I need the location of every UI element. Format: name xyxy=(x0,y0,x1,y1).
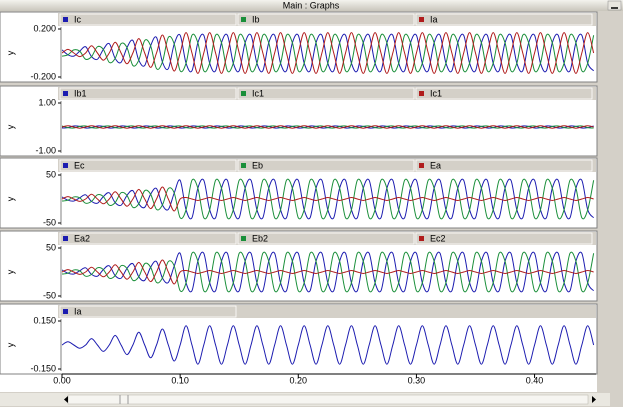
y-tick-label: -50 xyxy=(43,290,56,300)
legend-box xyxy=(415,13,593,26)
legend-swatch xyxy=(63,236,68,241)
y-tick-label: -0.200 xyxy=(30,71,56,81)
legend-label: Ic xyxy=(74,14,82,24)
x-tick-label: 0.00 xyxy=(53,375,71,385)
x-tick-label: 0.20 xyxy=(290,375,308,385)
waveform xyxy=(62,186,594,212)
legend-label: Ia xyxy=(430,14,438,24)
y-tick-label: -50 xyxy=(43,217,56,227)
waveform xyxy=(62,251,595,293)
legend-box xyxy=(59,87,237,100)
title-bar xyxy=(0,0,623,11)
legend-box xyxy=(59,159,237,172)
y-tick-label: -0.150 xyxy=(30,363,56,373)
legend-box xyxy=(237,13,415,26)
legend-box xyxy=(59,13,237,26)
scrollbar-track[interactable] xyxy=(67,394,589,405)
legend-label: Ec xyxy=(74,160,85,170)
waveform xyxy=(62,125,594,129)
legend-swatch xyxy=(63,91,68,96)
y-axis-label: y xyxy=(5,342,15,347)
legend-box xyxy=(415,232,593,245)
waveform xyxy=(62,33,595,73)
y-axis-label: y xyxy=(5,124,15,129)
waveform xyxy=(62,259,594,285)
legend-swatch xyxy=(241,17,246,22)
legend-swatch xyxy=(241,163,246,168)
scroll-right-arrow[interactable] xyxy=(592,396,596,403)
y-axis-label: y xyxy=(5,196,15,201)
legend-box xyxy=(237,232,415,245)
legend-swatch xyxy=(419,236,424,241)
legend-swatch xyxy=(419,17,424,22)
legend-swatch xyxy=(63,163,68,168)
waveform xyxy=(62,325,595,365)
y-tick-label: 0.200 xyxy=(33,23,56,33)
legend-box xyxy=(59,305,237,318)
legend-box xyxy=(59,232,237,245)
legend-label: Ia xyxy=(74,306,82,316)
legend-label: Ic1 xyxy=(252,88,264,98)
legend-label: Eb xyxy=(252,160,263,170)
y-tick-label: -1.00 xyxy=(35,145,56,155)
waveform xyxy=(62,178,595,220)
minimize-button[interactable] xyxy=(607,0,622,11)
y-tick-label: 0.150 xyxy=(33,315,56,325)
legend-box xyxy=(237,87,415,100)
waveform xyxy=(62,32,595,74)
y-axis-label: y xyxy=(5,50,15,55)
x-tick-label: 0.40 xyxy=(526,375,544,385)
x-axis-area xyxy=(0,372,597,392)
legend-swatch xyxy=(63,309,68,314)
y-tick-label: 50 xyxy=(46,242,56,252)
legend-box xyxy=(415,87,593,100)
legend-label: Ea xyxy=(430,160,441,170)
legend-label: Ec2 xyxy=(430,233,446,243)
legend-swatch xyxy=(241,91,246,96)
y-axis-label: y xyxy=(5,269,15,274)
window-title: Main : Graphs xyxy=(283,0,340,10)
legend-swatch xyxy=(419,163,424,168)
legend-label: Ib xyxy=(252,14,260,24)
x-tick-label: 0.10 xyxy=(171,375,189,385)
legend-label: Eb2 xyxy=(252,233,268,243)
legend-label: Ic1 xyxy=(430,88,442,98)
right-margin xyxy=(597,11,610,393)
legend-swatch xyxy=(63,17,68,22)
x-tick-label: 0.30 xyxy=(408,375,426,385)
legend-swatch xyxy=(241,236,246,241)
y-tick-label: 50 xyxy=(46,169,56,179)
legend-box xyxy=(237,159,415,172)
legend-label: Ea2 xyxy=(74,233,90,243)
legend-box xyxy=(415,159,593,172)
scroll-left-arrow[interactable] xyxy=(64,396,68,403)
waveform xyxy=(62,125,594,129)
legend-label: Ib1 xyxy=(74,88,87,98)
legend-swatch xyxy=(419,91,424,96)
y-tick-label: 1.00 xyxy=(38,97,56,107)
